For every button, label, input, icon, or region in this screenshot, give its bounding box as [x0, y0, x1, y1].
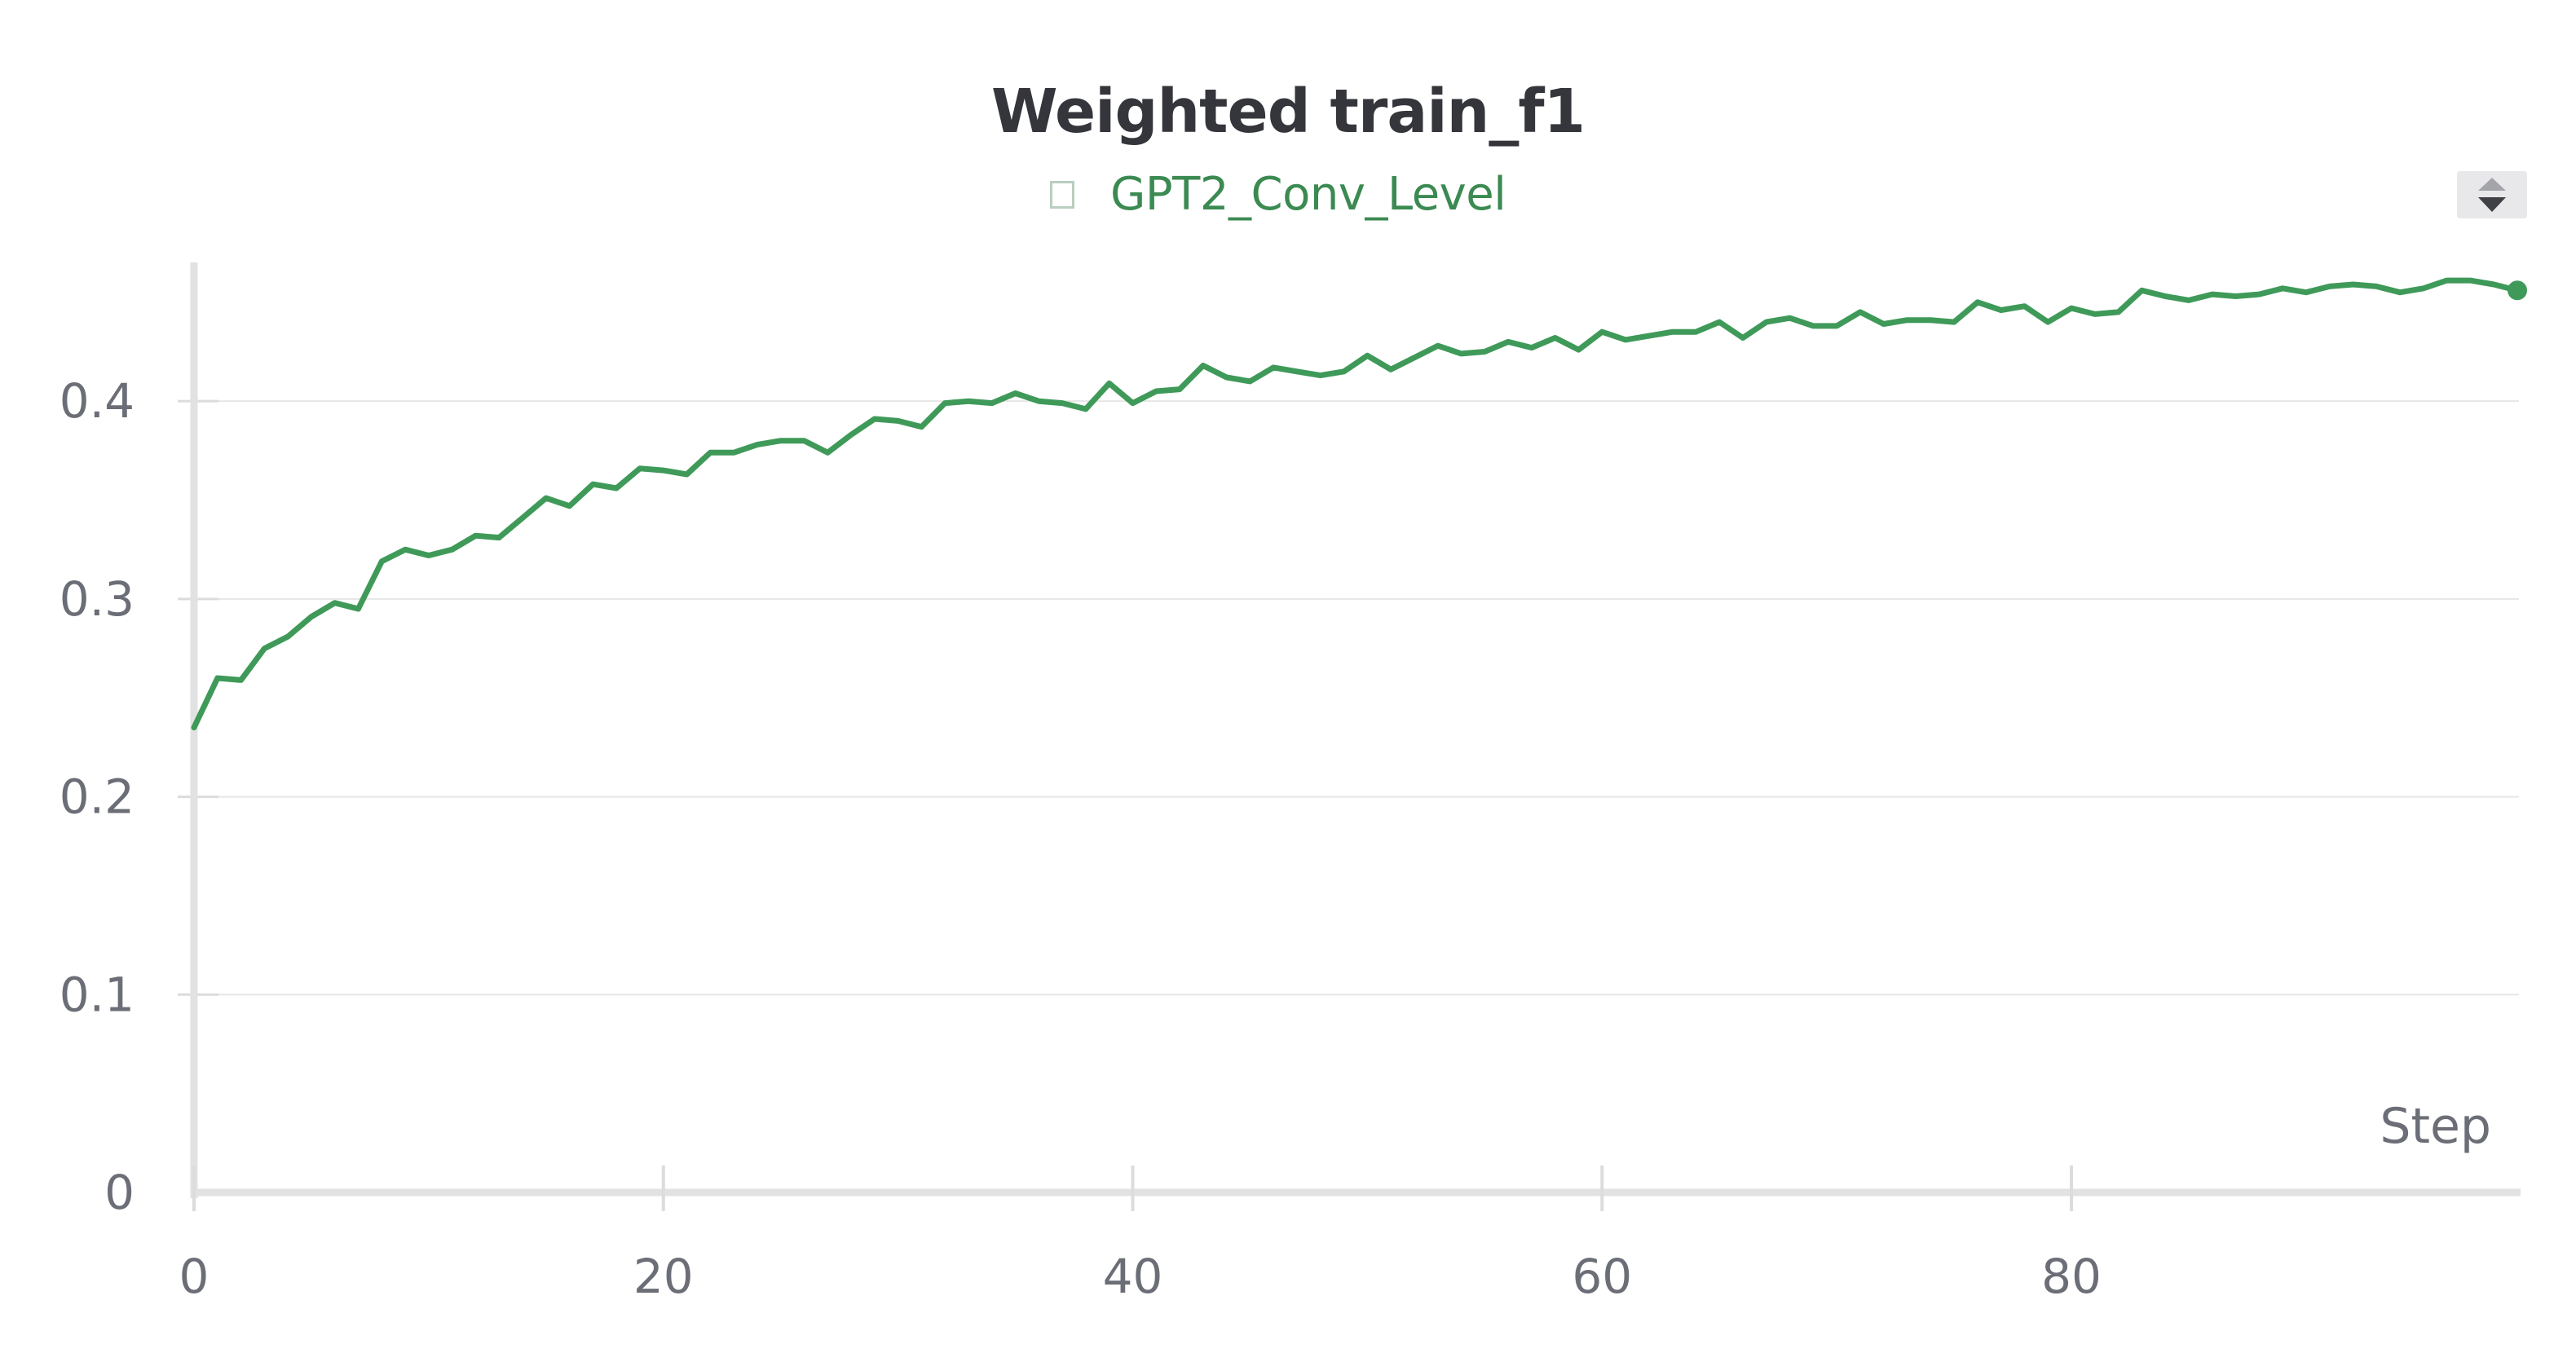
x-tick-label: 0 [179, 1249, 210, 1304]
grid-lines [196, 400, 2519, 996]
x-tick-label: 20 [633, 1249, 694, 1304]
x-axis-title: Step [2380, 1098, 2491, 1155]
axes [178, 262, 2521, 1211]
legend-swatch[interactable] [1050, 180, 1074, 209]
legend-label[interactable]: GPT2_Conv_Level [1110, 168, 1506, 221]
chart-title: Weighted train_f1 [990, 77, 1586, 147]
series-layer [191, 277, 2527, 731]
y-tick-label: 0 [104, 1165, 135, 1220]
legend[interactable]: GPT2_Conv_Level [1050, 168, 1506, 221]
series-end-point [2508, 280, 2527, 301]
sort-up-icon[interactable] [2478, 178, 2506, 191]
x-tick-label: 40 [1103, 1249, 1163, 1304]
sort-down-icon[interactable] [2478, 197, 2506, 212]
y-tick-label: 0.2 [60, 769, 135, 825]
tick-labels: 0 0.1 0.2 0.3 0.4 0 20 40 60 80 [60, 373, 2102, 1304]
sort-arrows-icon[interactable] [2457, 171, 2527, 218]
x-tick-label: 60 [1572, 1249, 1632, 1304]
y-tick-label: 0.3 [60, 571, 135, 627]
y-tick-label: 0.4 [60, 373, 135, 429]
series-line [191, 277, 2521, 731]
x-tick-label: 80 [2041, 1249, 2102, 1304]
y-tick-label: 0.1 [60, 967, 135, 1022]
